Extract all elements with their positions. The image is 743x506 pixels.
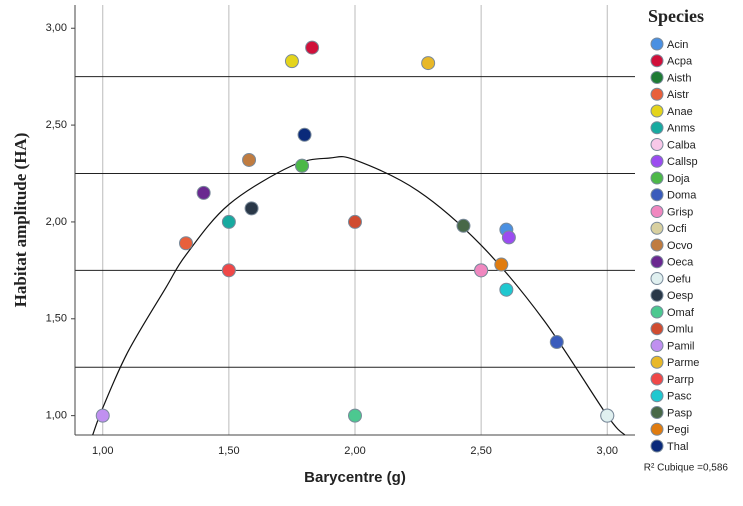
- legend-label: Pasc: [667, 391, 692, 403]
- legend-label: Ocfi: [667, 223, 687, 235]
- legend-label: Callsp: [667, 156, 698, 168]
- point: [600, 408, 615, 423]
- legend-label: Omaf: [667, 307, 695, 319]
- point: [196, 185, 211, 200]
- legend-label: Parrp: [667, 374, 694, 386]
- point: [501, 230, 516, 245]
- point: [284, 54, 299, 69]
- x-tick-label: 3,00: [597, 445, 618, 457]
- point: [295, 158, 310, 173]
- y-tick-label: 2,50: [46, 119, 67, 131]
- legend-marker: [650, 422, 664, 436]
- legend-label: Pamil: [667, 340, 695, 352]
- point: [221, 263, 236, 278]
- point: [305, 40, 320, 55]
- y-tick-label: 1,00: [46, 410, 67, 422]
- point: [297, 127, 312, 142]
- legend-marker: [650, 255, 664, 269]
- legend-label: Anms: [667, 123, 696, 135]
- legend-label: Ocvo: [667, 240, 693, 252]
- fit-label: R² Cubique =0,586: [644, 463, 729, 474]
- y-tick-label: 2,00: [46, 216, 67, 228]
- legend-label: Pegi: [667, 424, 689, 436]
- legend-marker: [650, 288, 664, 302]
- legend-marker: [650, 238, 664, 252]
- point: [494, 257, 509, 272]
- legend-marker: [650, 389, 664, 403]
- legend-marker: [650, 171, 664, 185]
- legend-marker: [650, 272, 664, 285]
- y-tick-label: 1,50: [46, 313, 67, 325]
- legend-label: Pasp: [667, 407, 692, 419]
- point: [456, 218, 471, 233]
- legend-marker: [650, 339, 664, 352]
- legend-marker: [650, 322, 664, 336]
- legend-label: Grisp: [667, 206, 693, 218]
- point: [421, 56, 436, 71]
- point: [549, 335, 564, 350]
- legend-marker: [650, 138, 664, 151]
- x-tick-label: 2,00: [344, 445, 365, 457]
- x-axis-title: Barycentre (g): [304, 469, 406, 486]
- point: [95, 408, 110, 423]
- legend-label: Doja: [667, 173, 691, 185]
- legend-label: Aistr: [667, 89, 689, 101]
- legend-label: Omlu: [667, 324, 693, 336]
- point: [244, 201, 259, 216]
- legend-marker: [650, 221, 664, 235]
- point: [242, 152, 257, 167]
- point: [348, 408, 362, 423]
- legend-label: Doma: [667, 190, 697, 202]
- legend-marker: [650, 71, 664, 84]
- legend-marker: [650, 305, 664, 319]
- legend-label: Oesp: [667, 290, 693, 302]
- legend-marker: [650, 37, 664, 51]
- legend-marker: [650, 154, 664, 168]
- legend-marker: [650, 54, 664, 68]
- point: [499, 282, 514, 297]
- legend-label: Oeca: [667, 257, 694, 269]
- y-axis-title: Habitat amplitude (HA): [11, 133, 30, 308]
- x-tick-label: 1,00: [92, 445, 113, 457]
- y-tick-label: 3,00: [46, 22, 67, 34]
- point: [474, 263, 489, 278]
- legend-marker: [650, 406, 664, 419]
- legend-marker: [650, 205, 664, 218]
- legend-marker: [650, 439, 664, 453]
- point: [221, 214, 236, 229]
- x-tick-label: 2,50: [470, 445, 491, 457]
- point: [348, 214, 362, 229]
- legend-label: Acpa: [667, 56, 693, 68]
- legend-marker: [650, 355, 664, 369]
- legend-label: Acin: [667, 39, 688, 51]
- legend-title: Species: [648, 6, 704, 26]
- legend-label: Calba: [667, 139, 697, 151]
- legend-label: Anae: [667, 106, 693, 118]
- legend-marker: [650, 188, 664, 202]
- legend-marker: [650, 87, 664, 101]
- legend-marker: [650, 372, 664, 386]
- legend-marker: [650, 121, 664, 135]
- legend-label: Parme: [667, 357, 699, 369]
- legend-label: Thal: [667, 441, 688, 453]
- legend-marker: [650, 104, 664, 118]
- legend-label: Aisth: [667, 72, 691, 84]
- x-tick-label: 1,50: [218, 445, 239, 457]
- legend-label: Oefu: [667, 273, 691, 285]
- point: [178, 236, 193, 251]
- fit-curve: [92, 155, 626, 435]
